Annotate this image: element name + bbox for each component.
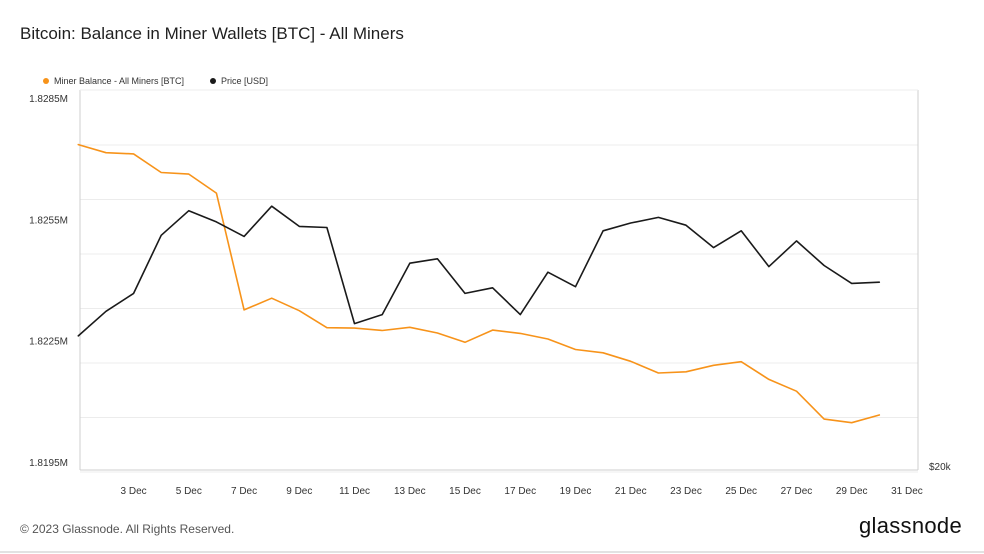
legend-item-price[interactable]: Price [USD] — [210, 76, 268, 86]
legend-dot-price — [210, 78, 217, 84]
x-tick-label: 21 Dec — [615, 486, 647, 497]
copyright-footer: © 2023 Glassnode. All Rights Reserved. — [20, 522, 235, 536]
glassnode-logo[interactable]: glassnode — [859, 513, 962, 538]
legend-item-miner-balance[interactable]: Miner Balance - All Miners [BTC] — [43, 76, 184, 86]
x-tick-label: 5 Dec — [176, 486, 202, 497]
chart-title: Bitcoin: Balance in Miner Wallets [BTC] … — [20, 24, 404, 43]
x-tick-label: 15 Dec — [449, 486, 481, 497]
y-left-tick-label: 1.8225M — [29, 337, 68, 348]
y-left-tick-label: 1.8255M — [29, 215, 68, 226]
x-tick-label: 31 Dec — [891, 486, 923, 497]
x-tick-label: 25 Dec — [725, 486, 757, 497]
x-tick-label: 17 Dec — [504, 486, 536, 497]
x-tick-label: 19 Dec — [560, 486, 592, 497]
x-tick-label: 23 Dec — [670, 486, 702, 497]
x-tick-label: 29 Dec — [836, 486, 868, 497]
y-left-tick-label: 1.8285M — [29, 94, 68, 105]
chart-legend: Miner Balance - All Miners [BTC] Price [… — [43, 76, 268, 86]
series-line-price — [77, 205, 881, 337]
y-right-tick-label: $20k — [929, 462, 952, 473]
legend-dot-miner-balance — [43, 78, 49, 84]
x-tick-label: 27 Dec — [781, 486, 813, 497]
x-tick-label: 13 Dec — [394, 486, 426, 497]
series-line-miner-balance — [77, 143, 881, 424]
x-tick-label: 11 Dec — [339, 486, 370, 497]
x-tick-label: 3 Dec — [121, 486, 147, 497]
legend-label-price: Price [USD] — [221, 76, 269, 86]
x-tick-label: 9 Dec — [286, 486, 312, 497]
y-left-tick-label: 1.8195M — [29, 458, 68, 469]
bottom-divider — [0, 551, 984, 553]
legend-label-miner-balance: Miner Balance - All Miners [BTC] — [54, 76, 185, 86]
x-tick-label: 7 Dec — [231, 486, 257, 497]
